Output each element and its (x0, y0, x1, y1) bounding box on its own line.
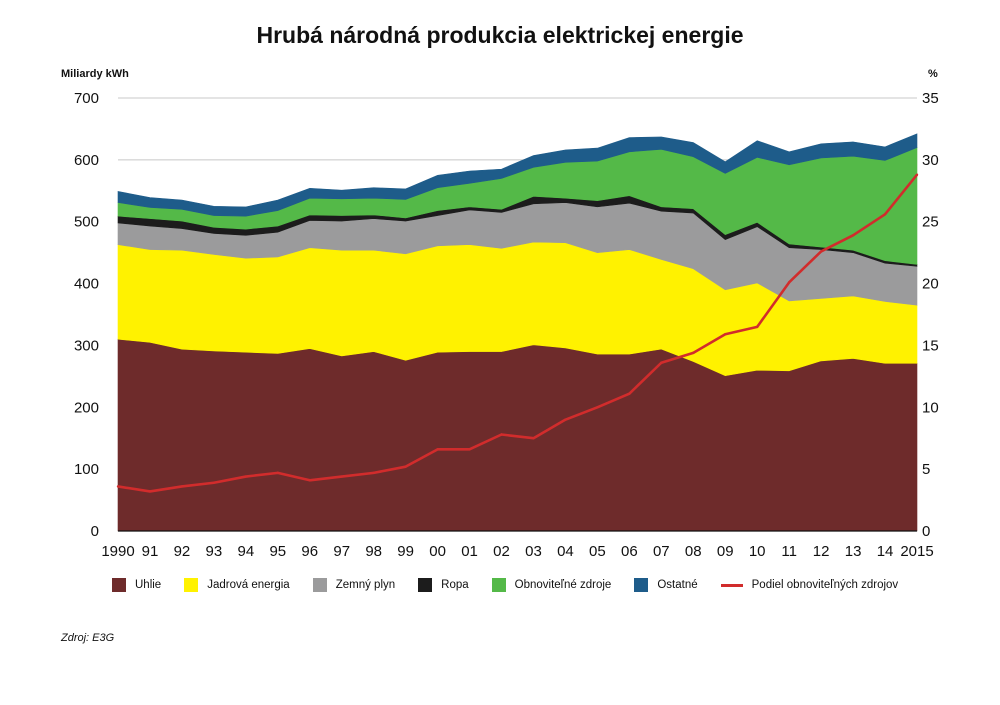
y2-tick-label: 30 (922, 152, 939, 169)
legend-line-swatch (720, 583, 743, 587)
x-tick-label: 11 (781, 543, 797, 560)
y2-tick-label: 15 (922, 337, 939, 354)
renewables-share-point (212, 481, 216, 484)
y2-tick-label: 20 (922, 276, 939, 293)
y-tick-label: 700 (74, 90, 99, 107)
legend-label: Uhlie (135, 579, 162, 591)
legend-label: Jadrová energia (207, 579, 290, 591)
x-tick-label: 01 (461, 543, 478, 560)
x-tick-label: 03 (525, 543, 542, 560)
legend-item-podiel: Podiel obnoviteľných zdrojov (720, 579, 899, 591)
x-tick-label: 10 (749, 543, 766, 560)
renewables-share-point (851, 234, 855, 237)
legend-swatch (491, 578, 506, 592)
chart-title: Hrubá národná produkcia elektrickej ener… (256, 22, 744, 48)
legend-label: Zemný plyn (335, 579, 396, 591)
renewables-share-point (724, 333, 727, 336)
x-tick-label: 99 (397, 543, 414, 560)
y2-tick-label: 0 (922, 523, 930, 540)
legend-label: Podiel obnoviteľných zdrojov (751, 579, 899, 591)
y-tick-label: 600 (74, 152, 99, 169)
x-tick-label: 06 (621, 543, 638, 560)
renewables-share-point (596, 406, 599, 409)
legend: Uhlie Jadrová energia Zemný plyn Ropa Ob… (112, 578, 921, 592)
x-tick-label: 93 (206, 543, 223, 560)
renewables-share-point (404, 465, 407, 468)
x-tick-label: 96 (301, 543, 318, 560)
renewables-share-point (468, 448, 471, 451)
renewables-share-point (564, 418, 567, 421)
renewables-share-point (436, 448, 439, 451)
renewables-share-line (117, 173, 919, 493)
x-tick-label: 07 (653, 543, 670, 560)
y-tick-label: 500 (74, 214, 99, 231)
x-tick-label: 08 (685, 543, 702, 560)
chart-plot: Miliardy kWh % 0100200300400500600700051… (61, 68, 939, 560)
legend-item-ostatne: Ostatné (634, 578, 698, 592)
renewables-share-point (244, 475, 248, 478)
legend-swatch (418, 578, 433, 592)
renewables-share-point (308, 479, 311, 482)
legend-swatch (312, 578, 327, 592)
legend-label: Ropa (441, 579, 469, 591)
renewables-share-point (915, 173, 919, 176)
renewables-share-point (819, 250, 823, 253)
x-tick-label: 04 (557, 543, 574, 560)
legend-label: Ostatné (657, 579, 698, 591)
y-tick-label: 300 (74, 337, 99, 354)
legend-item-uhlie: Uhlie (112, 578, 161, 592)
renewables-share-point (180, 485, 184, 488)
renewables-share-point (532, 437, 535, 440)
renewables-share-point (116, 485, 120, 488)
y-axis-right-label: % (928, 68, 938, 80)
area-ostatne (117, 133, 918, 217)
y2-tick-label: 5 (922, 461, 930, 478)
renewables-share-point (276, 471, 279, 475)
renewables-share-point (660, 361, 663, 364)
x-tick-label: 13 (845, 543, 862, 560)
x-tick-label: 2015 (900, 543, 933, 560)
legend-swatch (184, 578, 199, 592)
legend-swatch (112, 578, 126, 592)
y-tick-label: 0 (91, 523, 99, 540)
x-tick-label: 92 (174, 543, 191, 560)
y2-tick-label: 10 (922, 399, 939, 416)
x-tick-label: 1990 (101, 543, 134, 560)
y-tick-label: 100 (74, 461, 99, 478)
x-tick-label: 94 (237, 543, 254, 560)
renewables-share-point (148, 490, 152, 493)
legend-label: Obnoviteľné zdroje (514, 579, 612, 591)
y-tick-label: 400 (74, 276, 99, 293)
renewables-share-point (756, 325, 759, 329)
x-tick-label: 98 (365, 543, 382, 560)
legend-item-jadrova: Jadrová energia (184, 578, 290, 592)
x-tick-label: 97 (333, 543, 350, 560)
renewables-share-point (500, 433, 503, 436)
renewables-share-point (340, 475, 343, 478)
source-note: Zdroj: E3G (61, 632, 115, 644)
y2-tick-label: 25 (922, 214, 939, 231)
x-tick-label: 00 (429, 543, 446, 560)
x-tick-label: 02 (493, 543, 510, 560)
x-tick-label: 05 (589, 543, 606, 560)
renewables-share-point (692, 351, 695, 355)
y2-tick-label: 35 (922, 90, 939, 107)
renewables-share-point (787, 281, 791, 284)
renewables-share-point (883, 213, 887, 216)
y-tick-label: 200 (74, 399, 99, 416)
x-tick-label: 91 (142, 543, 159, 560)
x-tick-label: 09 (717, 543, 734, 560)
renewables-share-point (628, 392, 631, 395)
x-tick-label: 12 (813, 543, 830, 560)
legend-item-ropa: Ropa (418, 578, 469, 592)
y-axis-left-label: Miliardy kWh (61, 68, 129, 80)
renewables-share-point (372, 471, 375, 475)
legend-swatch (634, 578, 649, 592)
x-tick-label: 14 (877, 543, 894, 560)
legend-item-plyn: Zemný plyn (312, 578, 396, 592)
x-tick-label: 95 (269, 543, 286, 560)
legend-item-obnovitelne: Obnoviteľné zdroje (491, 578, 612, 592)
